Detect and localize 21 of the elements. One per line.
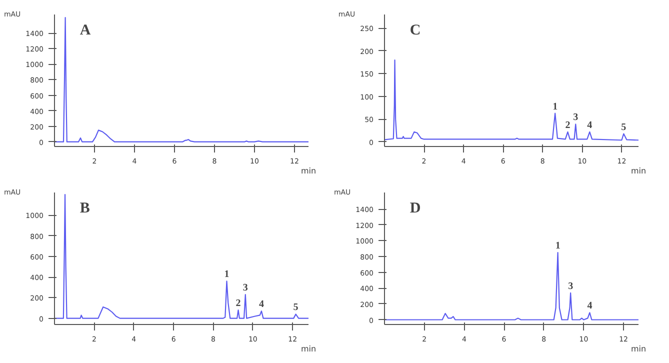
annotation: 1 — [552, 101, 558, 112]
annotation: 4 — [258, 299, 264, 310]
text: D — [410, 200, 421, 216]
x-axis-title: min — [630, 166, 646, 176]
x-axis-title: min — [300, 344, 316, 354]
annotation: 5 — [293, 302, 298, 314]
annotation: 5 — [621, 122, 626, 133]
text: A — [80, 22, 91, 38]
annotation: 3 — [573, 112, 578, 124]
annotation: 1 — [555, 240, 560, 252]
text: B — [80, 200, 90, 216]
annotation: 4 — [587, 300, 592, 312]
annotation: 2 — [565, 120, 570, 131]
text: C — [410, 22, 421, 38]
annotation: 4 — [587, 120, 592, 131]
x-axis-title: min — [630, 344, 646, 354]
x-axis-title: min — [300, 166, 316, 176]
annotation: 3 — [242, 282, 248, 294]
annotation: 3 — [568, 280, 574, 292]
annotation: 2 — [236, 298, 241, 310]
annotation: 1 — [224, 269, 230, 280]
